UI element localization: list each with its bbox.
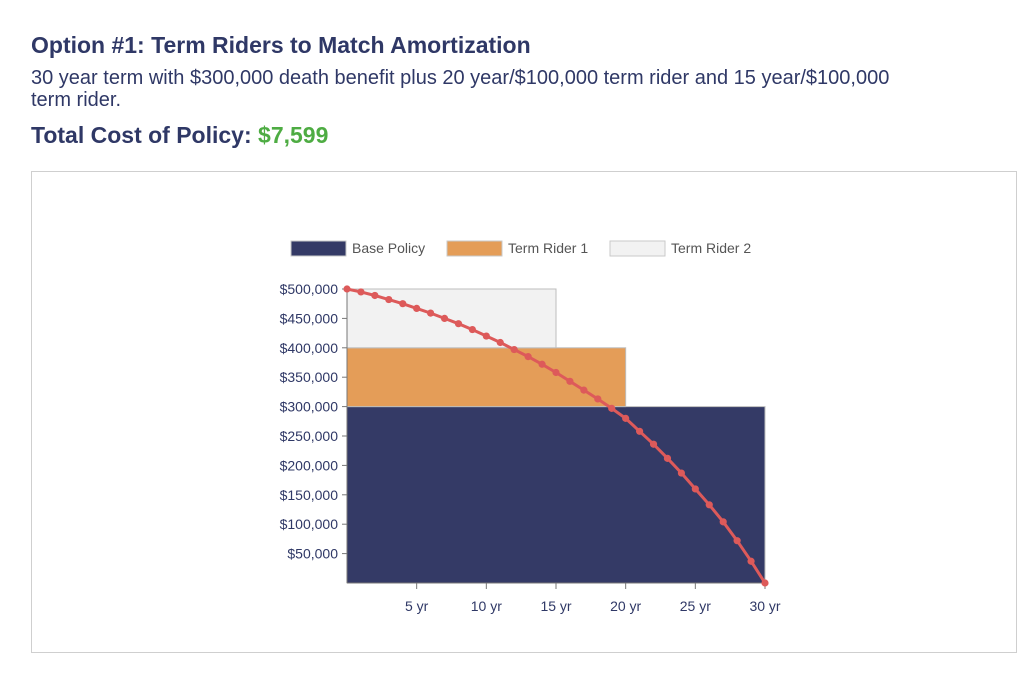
amortization-point	[538, 360, 546, 368]
amortization-point	[608, 404, 616, 412]
y-tick-label: $250,000	[280, 428, 339, 444]
x-tick-label: 25 yr	[680, 598, 711, 614]
amortization-point	[649, 440, 658, 448]
amortization-point	[733, 537, 741, 545]
area-base-policy	[346, 406, 766, 584]
legend-label-2: Term Rider 1	[508, 240, 588, 256]
amortization-point	[454, 320, 463, 328]
amortization-point	[413, 304, 421, 313]
amortization-point	[622, 414, 630, 422]
legend-swatch-1	[290, 240, 347, 257]
amortization-line	[343, 285, 769, 587]
legend-label-1: Base Policy	[352, 240, 425, 256]
policy-description: 30 year term with $300,000 death benefit…	[31, 67, 890, 111]
amortization-point	[440, 314, 449, 322]
amortization-point	[357, 288, 365, 296]
amortization-point	[580, 386, 588, 394]
amortization-point	[636, 427, 644, 435]
y-tick-label: $300,000	[280, 399, 339, 415]
y-tick-label: $200,000	[280, 457, 339, 473]
amortization-point	[566, 377, 574, 385]
amortization-point	[691, 485, 699, 493]
amortization-point	[594, 395, 602, 403]
amortization-point	[510, 345, 518, 354]
amortization-point	[552, 368, 560, 377]
y-tick-label: $50,000	[287, 546, 338, 562]
x-tick-label: 5 yr	[405, 598, 429, 614]
amortization-point	[343, 285, 351, 293]
amortization-point	[427, 309, 435, 317]
amortization-point	[663, 454, 672, 462]
coverage-areas	[346, 288, 766, 584]
amortization-point	[468, 325, 476, 334]
x-tick-label: 10 yr	[471, 598, 502, 614]
amortization-point	[677, 469, 686, 477]
amortization-point	[747, 557, 755, 565]
total-cost: Total Cost of Policy: $7,599	[31, 122, 328, 149]
amortization-point	[524, 353, 532, 361]
y-tick-label: $150,000	[280, 487, 339, 503]
amortization-point	[371, 291, 379, 300]
x-tick-label: 15 yr	[540, 598, 571, 614]
legend-label-3: Term Rider 2	[671, 240, 751, 256]
x-tick-label: 20 yr	[610, 598, 641, 614]
y-tick-label: $100,000	[280, 516, 339, 532]
total-cost-value: $7,599	[258, 122, 329, 148]
legend-swatch-3	[609, 240, 666, 257]
chart-card: Base Policy Term Rider 1 Term Rider 2 $50,…	[31, 171, 1017, 653]
amortization-point	[385, 295, 393, 304]
legend-swatch-2	[446, 240, 503, 257]
page-title: Option #1: Term Riders to Match Amortiza…	[31, 32, 531, 58]
amortization-point	[719, 518, 727, 526]
amortization-point	[399, 300, 407, 308]
chart-legend: Base Policy Term Rider 1 Term Rider 2	[290, 240, 751, 257]
x-tick-label: 30 yr	[749, 598, 780, 614]
total-cost-label: Total Cost of Policy:	[31, 122, 252, 148]
y-tick-label: $500,000	[280, 281, 339, 297]
amortization-point	[482, 332, 490, 340]
area-term-rider-1	[346, 347, 627, 408]
amortization-point	[705, 501, 713, 509]
amortization-point	[496, 338, 504, 347]
chart-axes: $50,000 $100,000 $150,000 $200,000 $250,000 $…	[280, 281, 781, 614]
y-tick-label: $450,000	[280, 310, 339, 326]
y-tick-label: $400,000	[280, 340, 339, 356]
coverage-chart: Base Policy Term Rider 1 Term Rider 2 $50,…	[280, 240, 781, 614]
amortization-point	[761, 579, 769, 587]
y-tick-label: $350,000	[280, 369, 339, 385]
